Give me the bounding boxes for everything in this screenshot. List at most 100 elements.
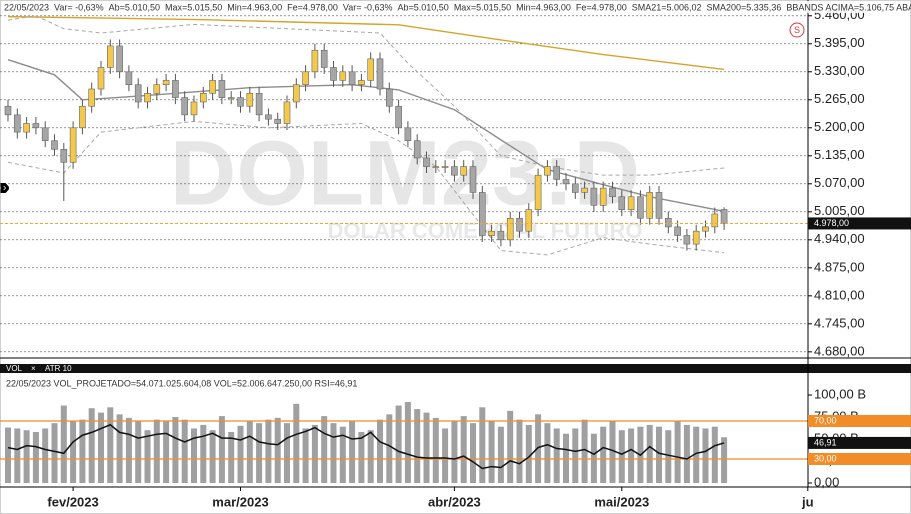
- candle-body: [4, 105, 12, 116]
- volume-bar: [432, 417, 439, 483]
- candle-body: [339, 71, 347, 81]
- volume-bar: [507, 410, 514, 483]
- candle-body: [451, 166, 458, 176]
- volume-bar: [646, 424, 653, 483]
- candle-body: [655, 192, 663, 219]
- candle-body: [41, 127, 49, 142]
- volume-bar: [172, 416, 179, 483]
- volume-bar: [451, 421, 458, 483]
- volume-bar: [125, 417, 132, 483]
- volume-bar: [460, 416, 467, 483]
- y-tick-label: 4.810,00: [814, 287, 865, 302]
- header-item: SMA200=5.335,36: [707, 2, 782, 12]
- plot-layer: [0, 15, 808, 483]
- volume-bar: [79, 419, 86, 483]
- tab[interactable]: VOL: [6, 364, 23, 373]
- rsi-level-box: [808, 452, 911, 465]
- candle-body: [599, 187, 607, 206]
- candle-body: [153, 84, 161, 94]
- candle-body: [413, 140, 421, 159]
- volume-bar: [14, 428, 21, 483]
- volume-bar: [349, 421, 356, 483]
- candle-body: [460, 166, 468, 176]
- rsi-level-label: 30,00: [814, 453, 837, 463]
- volume-bar: [721, 437, 728, 483]
- header-item: Ab=5.010,50: [398, 2, 449, 12]
- volume-bar: [181, 419, 188, 483]
- volume-bar: [70, 421, 77, 483]
- candle-body: [292, 84, 300, 103]
- header-item: Ab=5.010,50: [109, 2, 160, 12]
- volume-bar: [572, 428, 579, 483]
- rsi-level-box: [808, 414, 911, 427]
- candle-body: [525, 209, 533, 232]
- volume-bar: [535, 414, 542, 483]
- candle-body: [302, 71, 309, 86]
- volume-bar: [600, 426, 607, 483]
- volume-bar: [88, 408, 95, 483]
- volume-bar: [23, 430, 30, 483]
- indicator-line: [7, 15, 725, 71]
- candle-body: [51, 140, 58, 150]
- candle-body: [395, 105, 402, 129]
- candle-body: [553, 166, 561, 180]
- icon: [789, 22, 805, 38]
- volume-bar: [153, 419, 160, 483]
- header-item: Var= -0,63%: [343, 2, 393, 12]
- volume-bar: [386, 414, 393, 483]
- candle-body: [125, 71, 133, 86]
- header-item: BBANDS ACIMA=5.106,75 ABAIXO=: [786, 2, 911, 12]
- candle-body: [200, 93, 207, 103]
- y-tick-label: 4.680,00: [814, 343, 865, 358]
- candle-body: [162, 80, 170, 86]
- candle-body: [218, 80, 226, 98]
- volume-bar: [395, 405, 402, 483]
- volume-bar: [563, 433, 569, 483]
- candle-body: [618, 196, 626, 210]
- header-item: Var= -0,63%: [54, 2, 104, 12]
- candle-body: [348, 71, 356, 86]
- volume-bar: [32, 431, 39, 483]
- candle-body: [116, 45, 123, 73]
- candle-body: [571, 183, 579, 193]
- volume-bar: [246, 421, 253, 483]
- volume-bar: [163, 421, 170, 483]
- candle-body: [637, 196, 644, 219]
- rsi-last-label: 46,91: [814, 437, 837, 447]
- volume-bar: [321, 416, 328, 483]
- volume-bar: [377, 419, 383, 483]
- tab[interactable]: ATR 10: [45, 364, 72, 373]
- candle-body: [237, 97, 244, 107]
- y-tick-label: 5.330,00: [814, 63, 865, 78]
- volume-bar: [311, 424, 318, 483]
- tab-close[interactable]: ×: [31, 364, 36, 373]
- candle-body: [488, 230, 495, 236]
- y-tick-label: 100,00 B: [814, 386, 866, 401]
- volume-bar: [60, 405, 67, 483]
- candle-body: [404, 127, 412, 142]
- volume-bar: [497, 426, 504, 483]
- header-item: Fe=4.978,00: [576, 2, 627, 12]
- left-marker[interactable]: ›: [0, 180, 9, 197]
- candle-body: [385, 88, 393, 107]
- header-item: SMA21=5.006,02: [632, 2, 702, 12]
- volume-bar: [191, 428, 197, 483]
- candle-body: [265, 114, 272, 120]
- volume-bar: [265, 419, 272, 483]
- volume-bar: [256, 423, 263, 483]
- volume-bar: [135, 421, 142, 483]
- volume-bar: [544, 423, 551, 483]
- candle-body: [581, 187, 588, 193]
- y-tick-label: 5.070,00: [814, 175, 865, 190]
- header-item: Max=5.015,50: [165, 2, 222, 12]
- candle-body: [590, 187, 598, 206]
- volume-bar: [116, 414, 123, 483]
- volume-bar: [609, 421, 616, 483]
- candle-body: [190, 101, 198, 116]
- candle-body: [562, 179, 570, 185]
- candle-body: [246, 93, 254, 107]
- x-tick-label: abr/2023: [428, 494, 481, 509]
- volume-bar: [98, 412, 104, 483]
- header-item: Min=4.963,00: [227, 2, 282, 12]
